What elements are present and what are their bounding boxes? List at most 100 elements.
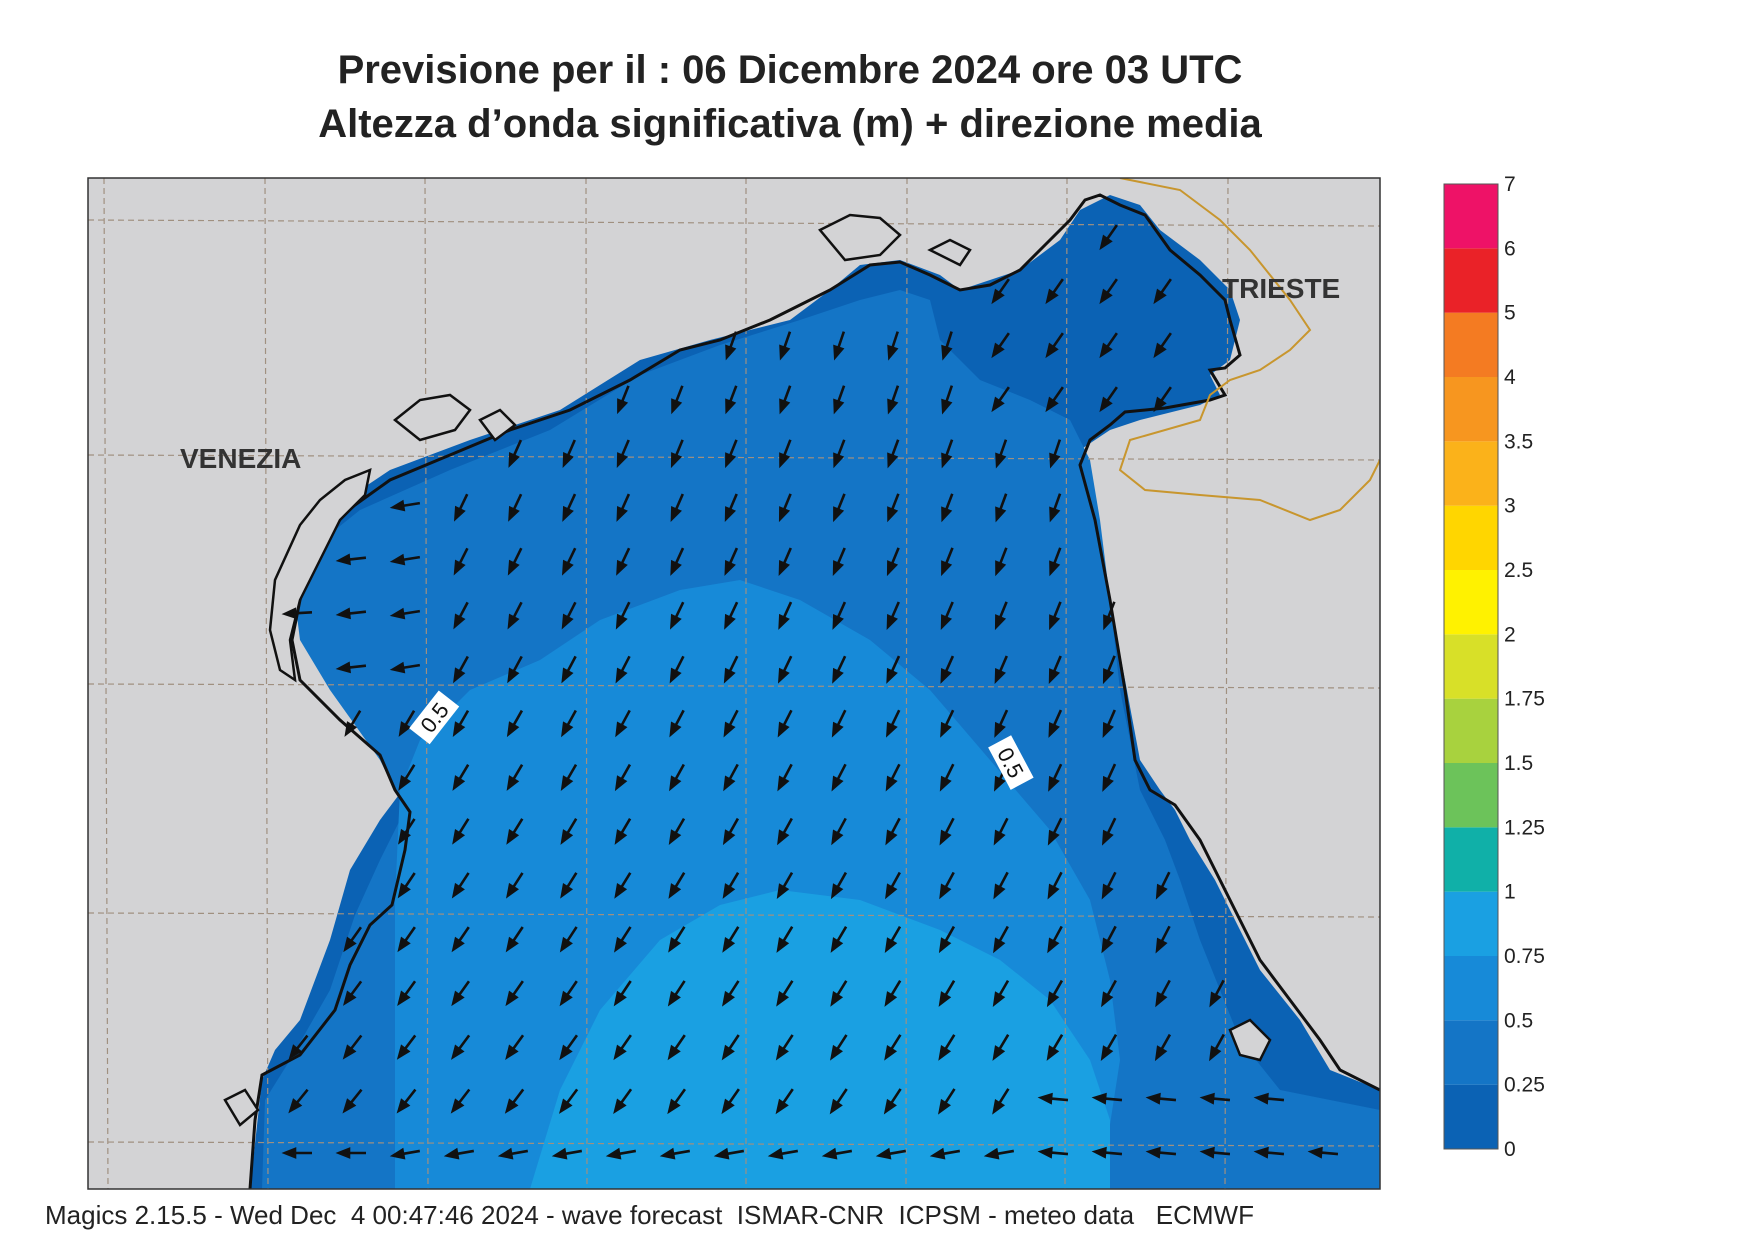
wave-arrow-head [883,1098,897,1115]
wave-arrow-head [396,1044,411,1060]
wave-arrow-head [991,288,1005,305]
wave-arrow-head [1101,991,1114,1008]
wave-arrow-head [668,829,682,846]
colorbar-swatch [1444,312,1498,377]
wave-arrow-head [1145,1092,1161,1105]
wave-arrow-head [724,613,736,630]
wave-arrow-head [887,452,899,469]
wave-arrow-head [885,829,898,846]
wave-arrow-head [659,1147,676,1160]
wave-arrow-head [938,1045,952,1061]
wave-arrow-head [875,1147,892,1160]
wave-arrow-head [992,1045,1006,1061]
wave-arrow-head [1155,991,1168,1008]
wave-arrow-head [396,1098,411,1114]
wave-arrow-head [775,1098,789,1115]
wave-arrow-head [561,613,574,630]
wave-arrow-head [1155,883,1168,900]
wave-arrow-head [669,775,682,792]
wave-arrow-head [830,991,844,1007]
wave-arrow-head [777,829,790,846]
wave-arrow-head [722,829,736,846]
wave-arrow-head [941,344,953,361]
wave-arrow-head [993,937,1006,954]
wave-arrow-head [775,1044,789,1061]
wave-arrow-head [669,667,682,684]
wave-arrow-head [614,883,628,899]
colorbar-swatch [1444,1020,1498,1085]
wave-arrow-head [886,614,898,630]
wave-arrow-head [884,1044,898,1061]
wave-arrow-head [777,667,790,684]
wave-arrow-head [614,936,627,953]
wave-arrow-head [941,506,953,523]
wave-arrow-head [613,1098,627,1114]
wave-arrow-head [938,937,952,954]
island-a [392,393,472,442]
wave-direction-arrows [281,224,1339,1160]
island-b [478,408,517,442]
colorbar-tick-label: 6 [1504,237,1516,260]
wave-arrow-head [614,829,628,845]
wave-arrow-head [667,1044,681,1061]
wave-arrow-head [451,990,465,1007]
wave-arrow-head [778,613,790,630]
wave-arrow-head [669,721,682,738]
coastline [248,193,1380,1189]
wave-arrow-head [994,614,1007,631]
colorbar-tick-label: 1 [1504,881,1516,904]
wave-arrow-head [831,829,844,846]
wave-arrow-head [507,613,520,630]
wave-arrow-head [725,344,737,361]
wave-arrow-head [885,775,898,792]
wave-arrow-head [830,937,844,953]
wave-arrow-head [389,1147,406,1160]
map-subtitle: Altezza d’onda significativa (m) + direz… [318,102,1262,146]
wave-arrow-head [830,1044,843,1061]
wave-arrow-head [991,396,1005,413]
wave-arrow-head [335,553,351,566]
island-c [818,213,902,262]
wave-arrow-head [1209,991,1222,1008]
wave-arrow-head [1199,1146,1215,1159]
wave-arrow-head [885,883,898,900]
wave-arrow-head [777,775,790,792]
wave-arrow-head [1048,668,1061,685]
city-label-trieste: TRIESTE [1222,273,1340,304]
wave-arrow-head [713,1147,730,1160]
wave-arrow-head [832,667,844,684]
wave-arrow-head [1101,883,1114,900]
island-e [1228,1018,1272,1062]
wave-arrow-head [1091,1146,1107,1159]
colorbar-swatch [1444,891,1498,956]
wave-arrow-head [723,721,736,738]
wave-arrow-head [722,990,735,1007]
wave-arrow-head [452,828,466,845]
wave-arrow-head [724,559,736,576]
wave-arrow-head [776,883,790,900]
wave-arrow-head [562,452,574,468]
city-label-venezia: VENEZIA [180,443,301,474]
wave-arrow-head [551,1147,568,1160]
wave-arrow-head [1048,775,1060,792]
wave-arrow-head [941,398,953,415]
wave-arrow-head [1047,937,1060,954]
wave-arrow-head [669,613,682,630]
wave-arrow-head [821,1147,838,1160]
wave-arrow-head [561,721,574,738]
wave-arrow-head [779,452,791,469]
wave-arrow-head [1099,288,1113,305]
wave-arrow-head [1103,614,1115,631]
wave-arrow-head [885,721,898,738]
wave-arrow-head [559,1044,573,1061]
wave-arrow-head [1037,1092,1053,1105]
wave-arrow-head [451,936,465,953]
wave-arrow-head [778,506,791,523]
wave-arrow-head [506,829,520,845]
wave-arrow-head [453,505,466,522]
wave-arrow-head [779,344,791,361]
wave-arrow-head [994,721,1006,738]
wave-arrow-head [1049,506,1061,523]
wave-arrow-head [833,398,845,415]
